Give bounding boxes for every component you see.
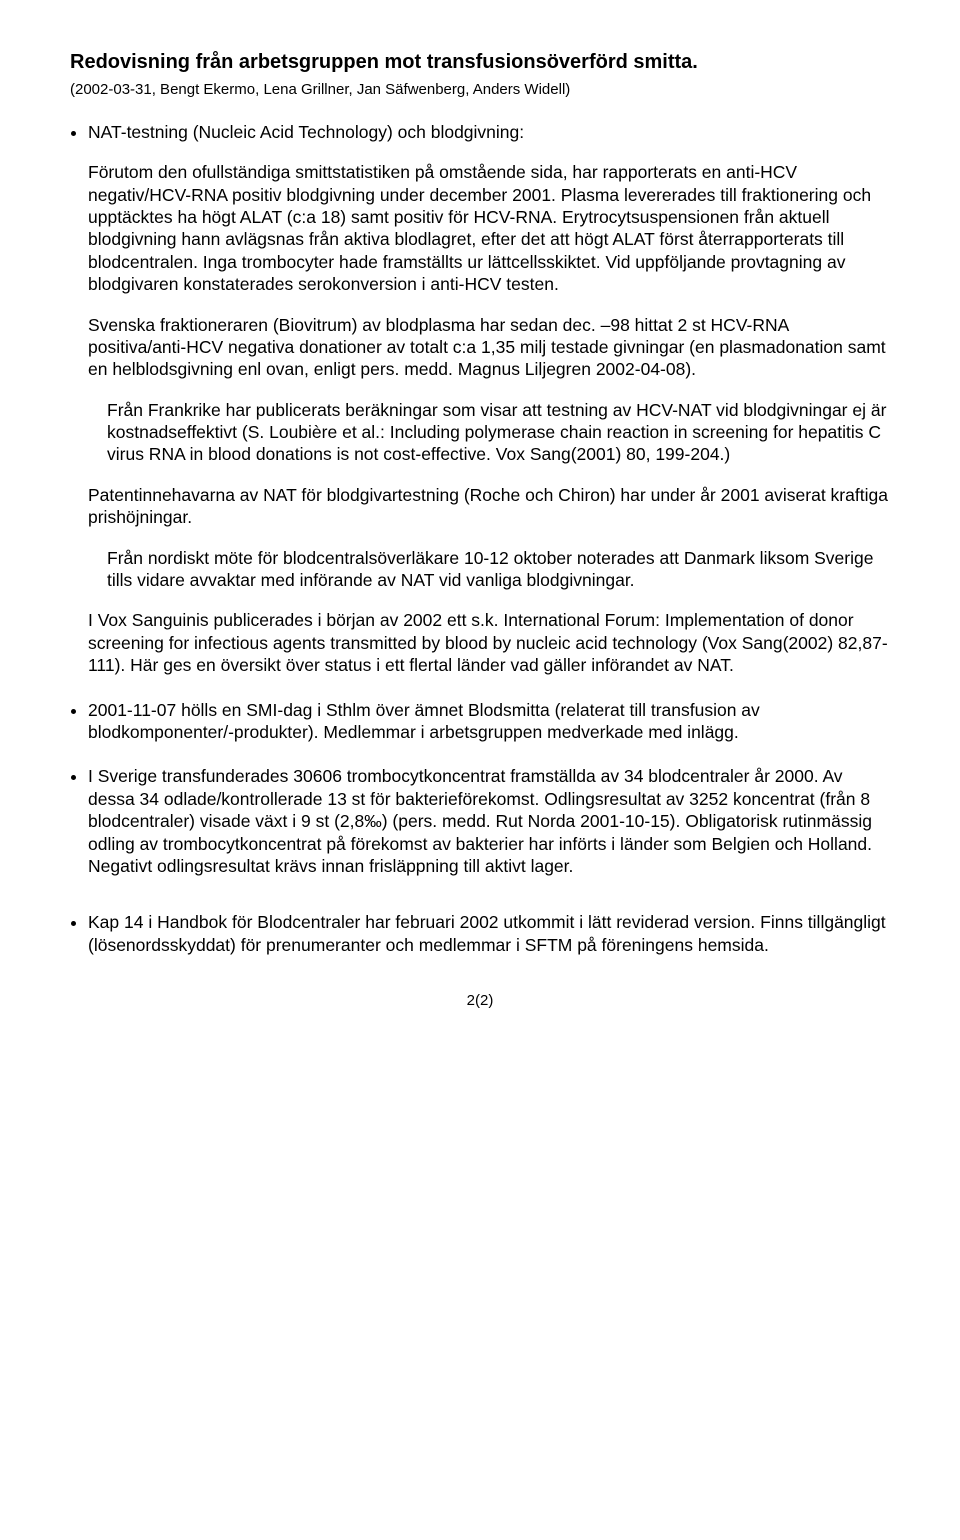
bullet-item-4: Kap 14 i Handbok för Blodcentraler har f… — [88, 899, 890, 956]
bullet-item-2: 2001-11-07 hölls en SMI-dag i Sthlm över… — [88, 699, 890, 744]
document-subtitle: (2002-03-31, Bengt Ekermo, Lena Grillner… — [70, 80, 890, 99]
bullet1-paragraph-6: I Vox Sanguinis publicerades i början av… — [88, 609, 890, 676]
bullet-item-3: I Sverige transfunderades 30606 trombocy… — [88, 765, 890, 877]
bullet1-heading: NAT-testning (Nucleic Acid Technology) o… — [88, 121, 890, 143]
document-page: Redovisning från arbetsgruppen mot trans… — [0, 0, 960, 1040]
bullet1-paragraph-2: Svenska fraktioneraren (Biovitrum) av bl… — [88, 314, 890, 381]
bullet-list: NAT-testning (Nucleic Acid Technology) o… — [70, 121, 890, 956]
bullet1-paragraph-3: Från Frankrike har publicerats beräkning… — [107, 399, 890, 466]
bullet1-paragraph-5: Från nordiskt möte för blodcentralsöverl… — [107, 547, 890, 592]
bullet-item-1: NAT-testning (Nucleic Acid Technology) o… — [88, 121, 890, 677]
page-number: 2(2) — [70, 991, 890, 1010]
bullet1-paragraph-1: Förutom den ofullständiga smittstatistik… — [88, 161, 890, 295]
document-title: Redovisning från arbetsgruppen mot trans… — [70, 50, 890, 76]
bullet1-paragraph-4: Patentinnehavarna av NAT för blodgivarte… — [88, 484, 890, 529]
